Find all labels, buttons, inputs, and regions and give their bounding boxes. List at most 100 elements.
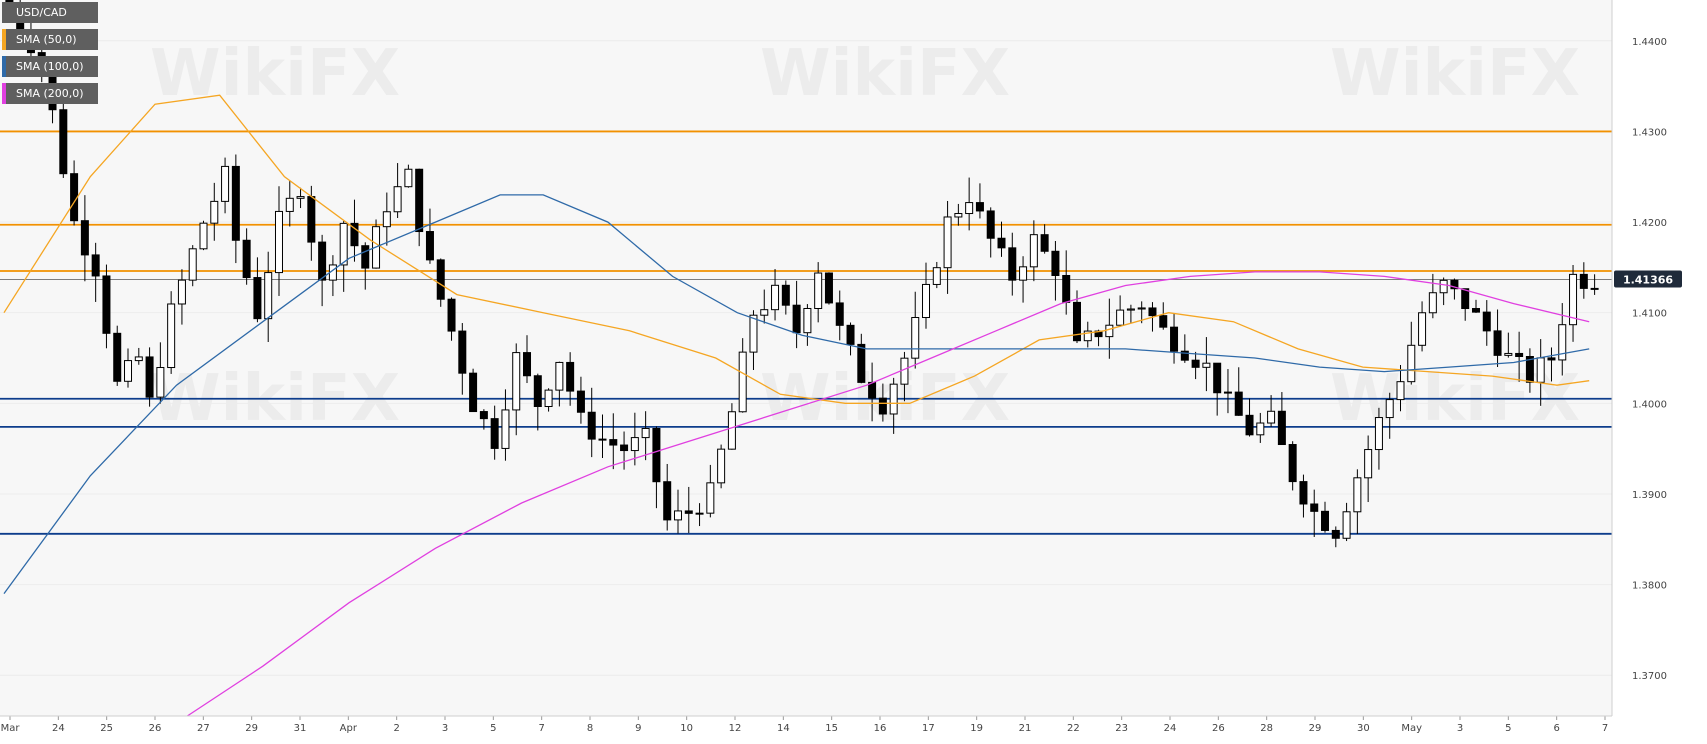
- candle-body-38: [415, 168, 424, 233]
- candle-body-36: [393, 186, 402, 213]
- candle-body-62: [673, 510, 682, 521]
- candle-body-57: [620, 444, 629, 452]
- candle-body-44: [479, 411, 488, 420]
- x-tick-label-3: 26: [149, 723, 162, 734]
- candle-body-86: [932, 267, 941, 285]
- candle-body-11: [124, 360, 133, 382]
- candle-body-118: [1277, 410, 1286, 446]
- candle-body-16: [177, 279, 186, 305]
- candle-body-87: [943, 216, 952, 269]
- legend-sma200: SMA (200,0): [2, 83, 98, 104]
- y-tick-label-4: 1.4000: [1632, 399, 1667, 410]
- candle-body-117: [1267, 410, 1276, 424]
- candle-body-77: [835, 302, 844, 326]
- x-tick-label-31: 5: [1505, 723, 1511, 734]
- candle-body-13: [145, 356, 154, 398]
- candle-body-90: [975, 202, 984, 212]
- candle-body-125: [1353, 477, 1362, 513]
- watermark-2: WikiFX: [1330, 37, 1580, 111]
- legend-symbol-swatch: [2, 2, 6, 23]
- candle-body-45: [490, 418, 499, 449]
- sma-line-0: [3, 94, 1590, 404]
- legend-sma50-swatch: [2, 29, 6, 50]
- candle-body-18: [199, 222, 208, 250]
- candle-body-17: [188, 248, 197, 281]
- last-price-badge-box: [1614, 270, 1682, 288]
- candle-body-144: [1558, 324, 1567, 361]
- x-tick-label-25: 26: [1212, 723, 1225, 734]
- x-tick-label-20: 19: [970, 723, 983, 734]
- candle-body-66: [717, 448, 726, 484]
- x-tick-label-26: 28: [1260, 723, 1273, 734]
- x-tick-label-24: 24: [1164, 723, 1177, 734]
- candle-body-51: [555, 361, 564, 391]
- candle-body-80: [868, 381, 877, 399]
- candle-body-46: [501, 409, 510, 449]
- x-tick-label-33: 7: [1602, 723, 1608, 734]
- candle-body-109: [1180, 350, 1189, 361]
- x-tick-label-21: 21: [1019, 723, 1032, 734]
- candle-body-25: [274, 210, 283, 274]
- candle-body-85: [922, 283, 931, 319]
- candle-body-79: [857, 343, 866, 383]
- candle-body-98: [1062, 274, 1071, 303]
- candle-body-29: [318, 241, 327, 281]
- x-tick-label-1: 24: [52, 723, 65, 734]
- candle-body-112: [1213, 362, 1222, 394]
- last-price-badge: 1.41366: [1614, 270, 1682, 288]
- candle-body-145: [1569, 273, 1578, 326]
- candle-body-94: [1019, 266, 1028, 281]
- candle-body-142: [1536, 357, 1545, 383]
- x-tick-label-11: 7: [538, 723, 544, 734]
- candle-body-64: [695, 512, 704, 515]
- candle-body-70: [760, 309, 769, 316]
- candle-body-97: [1051, 250, 1060, 276]
- candle-body-15: [167, 303, 176, 369]
- candle-body-5: [59, 109, 68, 175]
- candle-body-67: [727, 411, 736, 450]
- legend-sma200-swatch: [2, 83, 6, 104]
- y-tick-label-6: 1.3800: [1632, 581, 1667, 592]
- candle-body-24: [264, 272, 273, 320]
- price-axis-background: [1612, 0, 1707, 716]
- x-tick-label-14: 10: [680, 723, 693, 734]
- y-tick-label-0: 1.4400: [1632, 37, 1667, 48]
- price-axis: 1.4400 1.4300 1.4200 1.4100 1.4000 1.3900 1.38…: [1611, 0, 1667, 716]
- candle-body-37: [404, 168, 413, 188]
- x-tick-label-23: 23: [1115, 723, 1128, 734]
- x-tick-label-17: 15: [825, 723, 838, 734]
- candle-body-123: [1331, 529, 1340, 539]
- legend-sma50: SMA (50,0): [2, 29, 98, 50]
- candle-body-75: [814, 272, 823, 309]
- x-tick-label-32: 6: [1553, 723, 1559, 734]
- candle-body-106: [1148, 307, 1157, 317]
- candle-body-96: [1040, 234, 1049, 252]
- candle-body-63: [684, 510, 693, 514]
- moving-averages: [3, 94, 1590, 717]
- x-tick-label-22: 22: [1067, 723, 1080, 734]
- candle-body-147: [1590, 287, 1599, 290]
- candle-body-141: [1525, 356, 1534, 383]
- candle-body-115: [1245, 414, 1254, 436]
- candle-body-28: [307, 196, 316, 243]
- candle-body-19: [210, 200, 219, 224]
- candle-body-21: [231, 165, 240, 241]
- x-tick-label-30: 3: [1457, 723, 1463, 734]
- candle-body-99: [1072, 301, 1081, 342]
- candle-body-92: [997, 237, 1006, 249]
- legend: USD/CAD SMA (50,0) SMA (100,0) SMA (200,…: [2, 2, 98, 110]
- x-tick-label-7: Apr: [340, 723, 358, 734]
- candle-body-84: [911, 317, 920, 359]
- candle-body-82: [889, 383, 898, 415]
- sma-line-1: [3, 194, 1590, 594]
- x-tick-label-5: 29: [245, 723, 258, 734]
- y-tick-label-1: 1.4300: [1632, 127, 1667, 138]
- candle-body-9: [102, 275, 111, 334]
- candle-body-102: [1105, 324, 1114, 338]
- candle-body-131: [1418, 312, 1427, 346]
- candle-body-110: [1191, 359, 1200, 368]
- candle-body-104: [1126, 308, 1135, 311]
- candle-body-137: [1482, 311, 1491, 332]
